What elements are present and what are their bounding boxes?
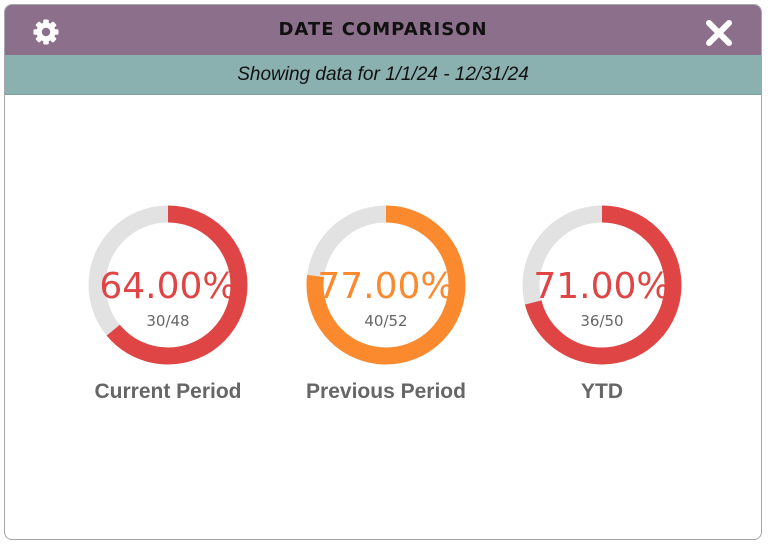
date-comparison-panel: DATE COMPARISON Showing data for 1/1/24 …: [4, 4, 762, 540]
title-bar: DATE COMPARISON: [5, 5, 761, 55]
gauge-previous-period: 77.00% 40/52 Previous Period: [304, 203, 468, 403]
gauge-ytd: 71.00% 36/50 YTD: [520, 203, 684, 403]
gauge-ring: [88, 205, 248, 365]
gauge-progress-arc: [88, 205, 248, 365]
gauge-progress-arc: [306, 205, 466, 365]
gauge-ring: [306, 205, 466, 365]
gauge-count: 30/48: [146, 312, 190, 330]
gauge-label: YTD: [581, 380, 623, 403]
gear-icon[interactable]: [31, 17, 61, 47]
gauge-label: Current Period: [94, 380, 242, 403]
gauge-current-period: 64.00% 30/48 Current Period: [86, 203, 250, 403]
gauge-label: Previous Period: [306, 380, 466, 403]
date-range-bar: Showing data for 1/1/24 - 12/31/24: [5, 55, 761, 95]
close-icon[interactable]: [704, 18, 734, 48]
dialog-title: DATE COMPARISON: [278, 19, 488, 40]
gauge-ring: [522, 205, 682, 365]
gauge-count: 40/52: [364, 312, 408, 330]
gauge-percent: 77.00%: [317, 266, 455, 307]
gauge-percent: 64.00%: [99, 266, 237, 307]
gauge-count: 36/50: [580, 312, 624, 330]
date-range-text: Showing data for 1/1/24 - 12/31/24: [237, 64, 529, 85]
gauge-progress-arc: [522, 205, 682, 365]
gauge-percent: 71.00%: [533, 266, 671, 307]
